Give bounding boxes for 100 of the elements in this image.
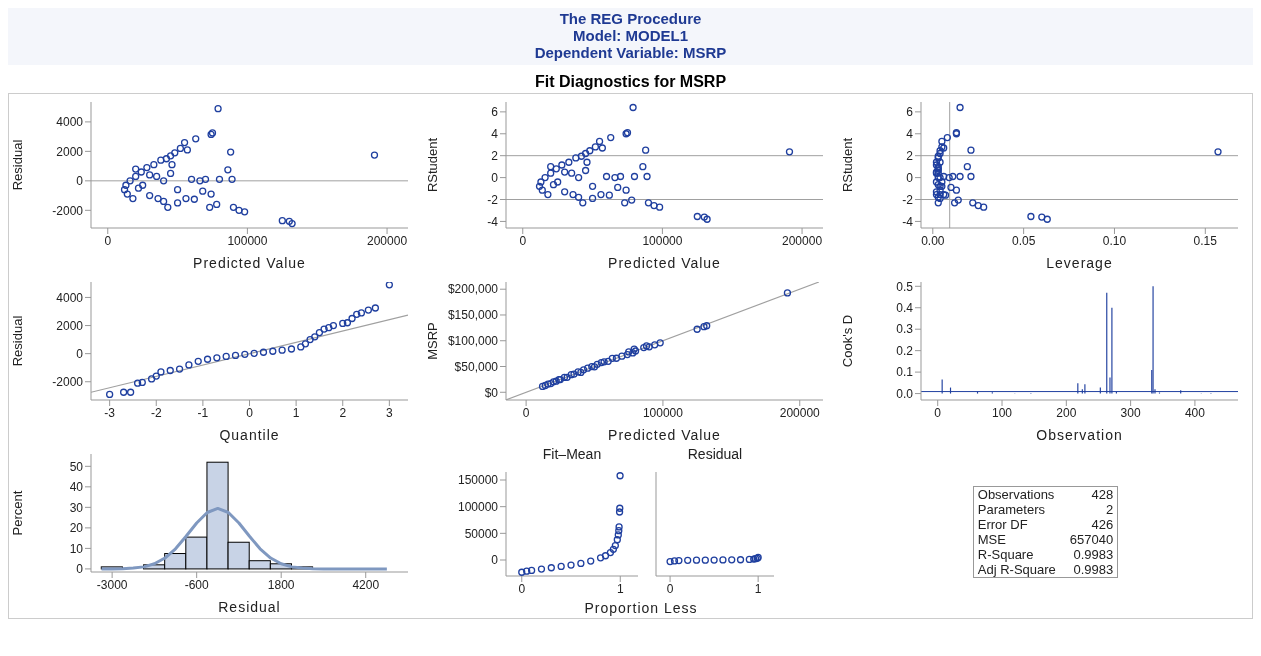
x-tick-label: 200	[1056, 405, 1077, 420]
category-label: MSE	[976, 532, 1007, 547]
y-tick-label: 0	[76, 174, 84, 189]
y-tick-label: 0	[906, 170, 914, 185]
y-tick-label: -2000	[52, 375, 84, 389]
x-tick-label: -1	[197, 405, 209, 420]
x-tick-label: 400	[1184, 405, 1206, 420]
y-tick-label: 0.5	[896, 279, 914, 294]
text: Fit Diagnostics for MSRP	[533, 73, 728, 91]
x-tick-label: 0	[518, 581, 526, 596]
y-tick-label: 0	[491, 553, 499, 568]
category-label: Observations	[976, 486, 1056, 502]
x-tick-label: 200000	[782, 233, 823, 248]
y-tick-label: 6	[491, 105, 499, 120]
y-tick-label: 40	[69, 480, 84, 495]
x-axis-title: Quantile	[219, 427, 280, 443]
y-tick-label: 6	[906, 105, 914, 120]
x-tick-label: 0	[934, 405, 942, 420]
y-tick-label: 10	[69, 541, 84, 556]
x-tick-label: 300	[1120, 405, 1141, 420]
y-tick-label: 150000	[457, 473, 499, 488]
text: The REG Procedure	[558, 10, 703, 27]
y-tick-label: 50	[69, 459, 84, 474]
y-tick-label: -2	[487, 192, 499, 207]
y-tick-label: 4	[906, 127, 914, 142]
data-label: 428	[1090, 486, 1115, 502]
x-tick-label: 100	[992, 405, 1013, 420]
x-tick-label: 1	[616, 581, 624, 596]
y-tick-label: 30	[69, 500, 84, 515]
y-tick-label: 0	[76, 562, 84, 577]
x-tick-label: 100000	[642, 233, 683, 248]
category-label: Error DF	[976, 517, 1029, 532]
y-tick-label: $50,000	[454, 359, 499, 374]
data-label: 0.9983	[1072, 547, 1115, 562]
x-tick-label: 0.05	[1011, 233, 1036, 248]
y-tick-label: -4	[487, 214, 499, 229]
x-tick-label: 4200	[352, 577, 380, 592]
y-tick-label: 2000	[56, 144, 84, 159]
y-axis-title: Residual	[9, 139, 25, 191]
x-axis-title: Observation	[1036, 427, 1123, 443]
y-tick-label: 100000	[457, 499, 499, 514]
y-tick-label: 50000	[464, 526, 499, 541]
y-tick-label: 2	[491, 148, 499, 163]
y-tick-label: $100,000	[447, 334, 499, 348]
x-axis-title: Predicted Value	[608, 255, 721, 271]
x-tick-label: 1	[754, 581, 762, 596]
x-axis-title: Predicted Value	[608, 427, 721, 443]
x-tick-label: 2	[339, 405, 347, 420]
category-label: Adj R-Square	[976, 562, 1057, 578]
x-tick-label: -2	[150, 405, 162, 420]
x-tick-label: 0	[519, 233, 527, 248]
y-axis-title: Percent	[9, 490, 25, 536]
x-tick-label: 0	[522, 405, 530, 420]
x-tick-label: 0.10	[1102, 233, 1127, 248]
y-tick-label: $200,000	[447, 282, 499, 297]
x-tick-label: 100000	[227, 233, 268, 248]
x-tick-label: 0.00	[921, 233, 945, 248]
y-tick-label: -2000	[52, 203, 84, 218]
chart-title: Residual	[686, 446, 744, 464]
data-label: 426	[1090, 517, 1115, 532]
x-tick-label: -3	[104, 405, 116, 420]
x-axis-title: Proportion Less	[583, 600, 699, 616]
x-tick-label: 0.15	[1193, 233, 1218, 248]
x-tick-label: -3000	[96, 577, 128, 592]
y-tick-label: 4000	[56, 290, 84, 305]
y-axis-title: RStudent	[424, 137, 440, 193]
x-tick-label: -600	[184, 577, 209, 592]
x-axis-title: Leverage	[1046, 255, 1113, 271]
y-tick-label: 0	[491, 170, 499, 185]
y-tick-label: 2	[906, 148, 914, 163]
y-tick-label: 4	[491, 127, 499, 142]
y-axis-title: Cook's D	[839, 314, 855, 368]
y-tick-label: -2	[902, 192, 914, 207]
chart-title: Fit–Mean	[541, 446, 603, 464]
y-tick-label: 4000	[56, 115, 84, 130]
y-tick-label: 0.2	[896, 343, 914, 358]
x-axis-title: Residual	[218, 599, 281, 615]
y-tick-label: 0.3	[896, 322, 914, 337]
x-tick-label: 0	[246, 405, 254, 420]
data-label: 2	[1105, 502, 1115, 517]
y-tick-label: $150,000	[447, 308, 499, 323]
data-label: 657040	[1068, 532, 1115, 547]
x-tick-label: 1800	[267, 577, 295, 592]
y-tick-label: 0.0	[896, 386, 914, 401]
y-axis-title: Residual	[9, 315, 25, 367]
x-tick-label: 100000	[642, 405, 684, 420]
y-tick-label: 20	[69, 521, 84, 536]
x-tick-label: 0	[666, 581, 674, 596]
y-tick-label: 0	[76, 346, 84, 361]
y-tick-label: 2000	[56, 318, 84, 333]
category-label: R-Square	[976, 547, 1035, 562]
x-tick-label: 0	[104, 233, 112, 248]
y-tick-label: 0.4	[896, 301, 914, 316]
y-tick-label: $0	[484, 385, 499, 400]
data-label: 0.9983	[1072, 562, 1115, 578]
x-axis-title: Predicted Value	[193, 255, 306, 271]
category-label: Parameters	[976, 502, 1046, 517]
x-tick-label: 200000	[779, 405, 821, 420]
text: Dependent Variable: MSRP	[533, 44, 728, 61]
text: Model: MODEL1	[572, 27, 689, 44]
